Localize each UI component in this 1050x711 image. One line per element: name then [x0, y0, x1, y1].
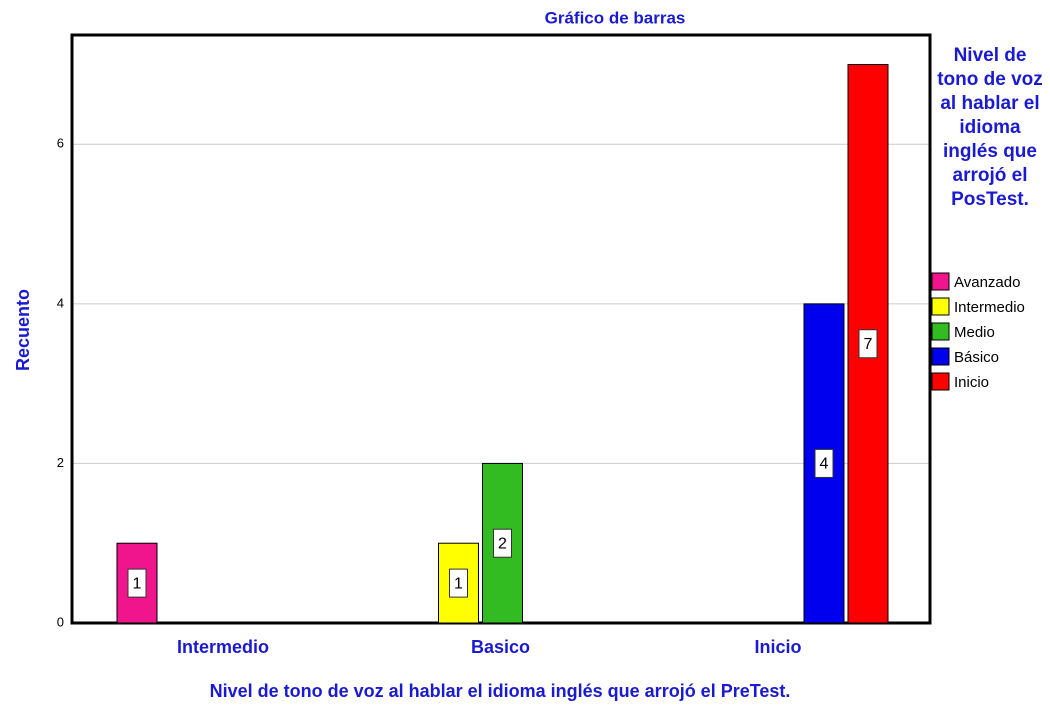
y-tick-label: 4 — [57, 295, 64, 310]
legend-swatch — [931, 297, 950, 316]
legend-label: Básico — [954, 349, 999, 366]
data-label: 4 — [820, 456, 829, 473]
y-tick-label: 0 — [57, 614, 64, 629]
data-label-box — [858, 329, 878, 359]
y-axis-title: Recuento — [13, 289, 33, 371]
x-axis-title: Nivel de tono de voz al hablar el idioma… — [210, 681, 791, 701]
data-label-box — [449, 568, 468, 598]
data-label: 1 — [133, 575, 142, 592]
legend-label: Intermedio — [954, 299, 1025, 316]
data-label: 2 — [498, 535, 507, 552]
x-tick-label: Inicio — [754, 637, 801, 657]
legend-swatch — [931, 372, 950, 391]
y-tick-label: 6 — [57, 136, 64, 151]
data-label: 1 — [454, 575, 463, 592]
data-label-box — [493, 528, 512, 558]
legend-swatch — [931, 272, 950, 291]
legend-swatch — [931, 347, 950, 366]
data-label: 7 — [864, 336, 873, 353]
y-tick-label: 2 — [57, 455, 64, 470]
legend-label: Inicio — [954, 374, 989, 391]
x-tick-label: Intermedio — [177, 637, 269, 657]
data-label-box — [127, 568, 147, 598]
legend-swatch — [931, 322, 950, 341]
chart-title: Gráfico de barras — [545, 8, 686, 27]
data-label-box — [814, 448, 834, 478]
axis-frame — [70, 33, 932, 625]
legend-label: Avanzado — [954, 274, 1020, 291]
legend-label: Medio — [954, 324, 995, 341]
x-tick-label: Basico — [471, 637, 530, 657]
legend-title: Nivel de tono de voz al hablar el idioma… — [937, 45, 1043, 210]
